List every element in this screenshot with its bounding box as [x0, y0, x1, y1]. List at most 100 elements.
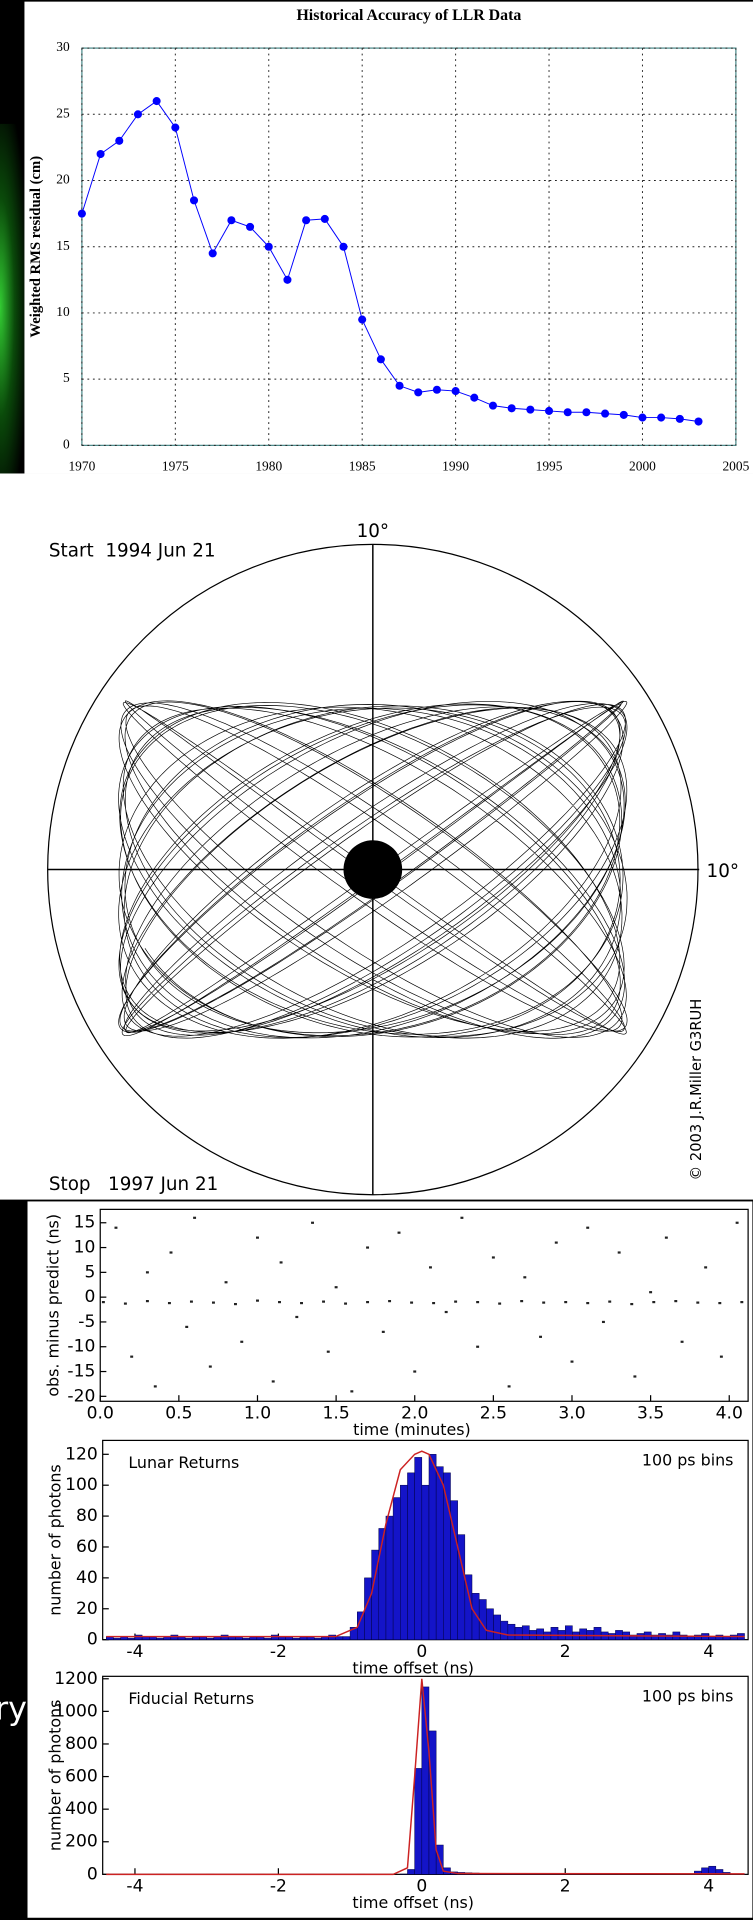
y-tick-label: 30 [56, 39, 70, 54]
annotation: 100 ps bins [642, 1451, 734, 1470]
data-point [571, 1361, 574, 1363]
histogram-bar [171, 1635, 178, 1640]
data-point [620, 411, 628, 419]
y-tick-label: 10 [56, 304, 70, 319]
y-tick-label: -10 [67, 1337, 95, 1357]
histogram-bar [608, 1633, 615, 1639]
histogram-bar [207, 1638, 214, 1640]
data-point [492, 1256, 495, 1258]
x-tick-label: 4 [703, 1642, 714, 1662]
y-tick-label: 20 [76, 1599, 98, 1619]
data-point [209, 249, 217, 257]
data-point [523, 1276, 526, 1278]
data-point [476, 1301, 479, 1303]
chart-title: Historical Accuracy of LLR Data [296, 7, 521, 24]
panel [0, 473, 753, 1199]
x-tick-label: -4 [126, 1642, 143, 1662]
y-tick-label: 5 [84, 1262, 95, 1282]
y-tick-label: 80 [76, 1506, 98, 1526]
histogram-bar [537, 1629, 544, 1640]
histogram-bar [494, 1615, 501, 1640]
y-tick-label: 0 [87, 1630, 98, 1650]
x-tick-label: 1.5 [323, 1404, 350, 1424]
data-point [539, 1336, 542, 1338]
panel-title: Fiducial Returns [128, 1689, 254, 1708]
data-point [97, 150, 105, 158]
y-tick-label: 10 [74, 1238, 96, 1258]
y-tick-label: 0 [87, 1864, 98, 1884]
x-tick-label: 2005 [722, 458, 749, 473]
histogram-bar [551, 1627, 558, 1639]
histogram-bar [400, 1485, 407, 1639]
histogram-bar [594, 1627, 601, 1639]
data-point [414, 388, 422, 396]
data-point [170, 1251, 173, 1253]
data-point [454, 1301, 457, 1303]
y-tick-label: 1200 [54, 1669, 98, 1689]
histogram-bar [479, 1599, 486, 1639]
histogram-bar [501, 1621, 508, 1640]
data-point [508, 1385, 511, 1387]
data-point [638, 414, 646, 422]
data-point [134, 110, 142, 118]
histogram-bar [393, 1498, 400, 1640]
data-point [704, 1266, 707, 1268]
y-tick-label: 100 [65, 1475, 98, 1495]
y-tick-label: 5 [63, 370, 70, 385]
data-point [396, 382, 404, 390]
data-point [498, 1302, 501, 1304]
histogram-bar [271, 1635, 278, 1640]
histogram-bar [472, 1593, 479, 1639]
data-point [283, 276, 291, 284]
histogram-bar [128, 1638, 135, 1640]
data-point [168, 1302, 171, 1304]
y-axis-label: obs. minus predict (ns) [43, 1214, 62, 1397]
histogram-bar [407, 1473, 414, 1640]
data-point [608, 1301, 611, 1303]
data-point [321, 215, 329, 223]
y-tick-label: 600 [65, 1767, 98, 1787]
data-point [78, 210, 86, 218]
data-point [209, 1365, 212, 1367]
x-tick-label: -2 [270, 1877, 287, 1897]
data-point [489, 402, 497, 410]
data-point [190, 1301, 193, 1303]
histogram-bar [135, 1635, 142, 1640]
x-tick-label: 0.0 [87, 1404, 114, 1424]
x-axis-label: time offset (ns) [352, 1893, 474, 1912]
data-point [452, 387, 460, 395]
y-tick-label: -20 [67, 1386, 95, 1406]
histogram-bar [730, 1635, 737, 1640]
histogram-bar [264, 1638, 271, 1640]
data-point [736, 1222, 739, 1224]
data-point [246, 223, 254, 231]
data-point [398, 1232, 401, 1234]
histogram-bar [343, 1637, 350, 1640]
data-point [633, 1375, 636, 1377]
x-axis-label: time offset (ns) [352, 1658, 474, 1677]
y-axis-label: Weighted RMS residual (cm) [28, 156, 44, 338]
histogram-bar [415, 1457, 422, 1639]
axis-label: 10° [707, 861, 740, 882]
data-point [265, 243, 273, 251]
histogram-bar [580, 1629, 587, 1640]
data-point [344, 1302, 347, 1304]
x-tick-label: 2.5 [480, 1404, 507, 1424]
data-point [586, 1302, 589, 1304]
histogram-bar [293, 1638, 300, 1640]
histogram-bar [422, 1485, 429, 1639]
data-point [740, 1301, 743, 1303]
histogram-bar [436, 1467, 443, 1640]
x-tick-label: 2 [560, 1642, 571, 1662]
data-point [545, 407, 553, 415]
data-point [272, 1380, 275, 1382]
moon-dot [343, 840, 402, 899]
stop-label: Stop 1997 Jun 21 [49, 1174, 218, 1195]
y-tick-label: 15 [74, 1213, 96, 1233]
histogram-bar [185, 1638, 192, 1640]
y-tick-label: -5 [78, 1312, 95, 1332]
data-point [432, 1302, 435, 1304]
data-point [240, 1341, 243, 1343]
data-point [256, 1237, 259, 1239]
histogram-bar [407, 1869, 414, 1874]
